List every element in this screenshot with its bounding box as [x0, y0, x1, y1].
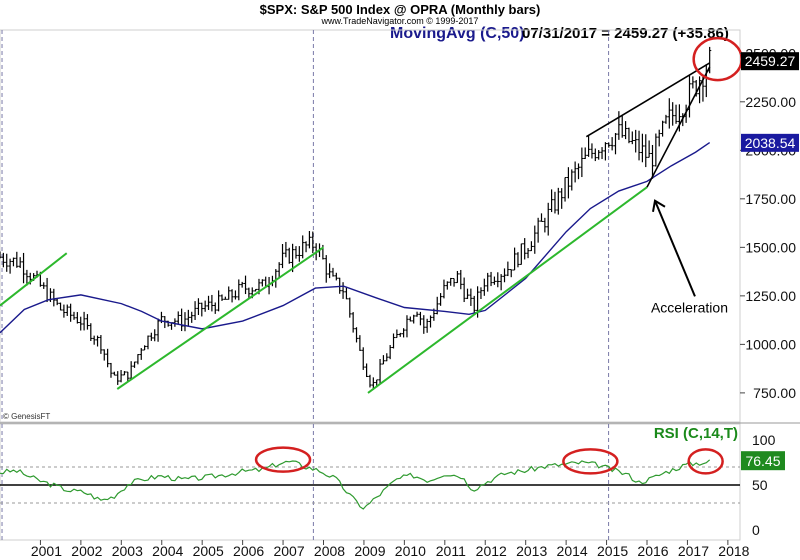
year-tick-label: 2015: [597, 543, 628, 559]
chart-title: $SPX: S&P 500 Index @ OPRA (Monthly bars…: [260, 2, 541, 17]
year-tick-label: 2002: [71, 543, 102, 559]
moving-average-line: [0, 141, 711, 334]
year-tick-label: 2014: [557, 543, 588, 559]
year-tick-label: 2017: [678, 543, 709, 559]
rsi-value-label: 76.45: [745, 453, 780, 469]
price-panel-frame: [0, 29, 741, 423]
annotations: Acceleration: [651, 199, 728, 315]
rsi-tick-label: 100: [752, 432, 776, 448]
rsi-highlight-circle: [254, 446, 312, 473]
year-tick-label: 2006: [233, 543, 264, 559]
highlight-circles: [692, 36, 743, 82]
year-axis: 2001 2002 2003 2004 2005 2006 2007 2008 2009 2010…: [31, 540, 750, 559]
genesis-credit: © GenesisFT: [3, 412, 50, 421]
acceleration-annotation: Acceleration: [651, 299, 728, 315]
price-tick-label: 750.00: [753, 385, 796, 401]
price-tick-label: 1000.00: [745, 336, 796, 352]
value-labels: 2459.27 2038.54: [741, 52, 799, 152]
price-tick-label: 2250.00: [745, 94, 796, 110]
trendlines: [0, 62, 711, 394]
rsi-value-label-box: [741, 451, 785, 471]
rsi-highlight-circle: [687, 448, 724, 475]
price-tick-label: 1250.00: [745, 288, 796, 304]
rsi-tick-label: 50: [752, 477, 768, 493]
rsi-panel: RSI (C,14,T) 100 50 0 76.45: [0, 425, 785, 538]
year-tick-label: 2003: [112, 543, 143, 559]
year-tick-label: 2012: [476, 543, 507, 559]
year-tick-label: 2005: [193, 543, 224, 559]
rsi-series: [0, 459, 711, 510]
acceleration-line: [585, 62, 711, 138]
moving-average-value-label: 2038.54: [745, 135, 796, 151]
price-axis: 2500.002250.002000.001750.001500.001250.…: [740, 45, 796, 401]
rsi-panel-frame: [0, 423, 741, 541]
price-tick-label: 1750.00: [745, 191, 796, 207]
acceleration-line: [646, 66, 711, 188]
rsi-tick-label: 0: [752, 522, 760, 538]
price-bars: [0, 46, 712, 390]
year-tick-label: 2013: [516, 543, 547, 559]
last-price-label-box: [741, 52, 799, 71]
year-tick-label: 2016: [637, 543, 668, 559]
year-tick-label: 2001: [31, 543, 62, 559]
rsi-title: RSI (C,14,T): [654, 425, 738, 442]
moving-average-label: MovingAvg (C,50): [390, 25, 525, 42]
chart-source: www.TradeNavigator.com © 1999-2017: [321, 16, 479, 26]
price-tick-label: 1500.00: [745, 239, 796, 255]
close-info: 07/31/2017 = 2459.27 (+35.86): [522, 25, 729, 42]
year-tick-label: 2009: [354, 543, 385, 559]
year-tick-label: 2010: [395, 543, 426, 559]
support-trendline: [116, 246, 325, 390]
acceleration-arrow: [654, 200, 696, 297]
year-tick-label: 2018: [718, 543, 749, 559]
year-tick-label: 2008: [314, 543, 345, 559]
year-tick-label: 2007: [273, 543, 304, 559]
last-price-label: 2459.27: [745, 53, 796, 69]
support-trendline: [367, 186, 648, 394]
acceleration-arrowhead: [652, 199, 666, 212]
rsi-highlight-circle: [562, 448, 619, 475]
year-tick-label: 2004: [152, 543, 183, 559]
moving-average-value-label-box: [741, 133, 799, 152]
year-dividers: [1, 30, 610, 540]
moving-average-series: [0, 141, 711, 334]
year-tick-label: 2011: [436, 543, 466, 559]
price-highlight-circle: [692, 36, 743, 82]
support-trendline: [0, 252, 68, 307]
